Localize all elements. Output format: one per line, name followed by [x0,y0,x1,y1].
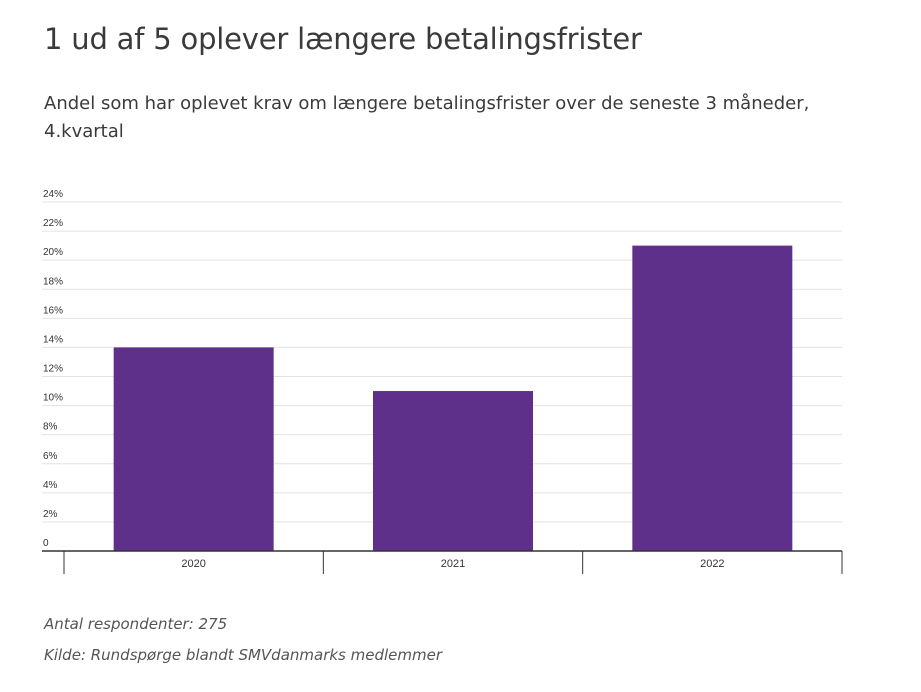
x-axis [42,550,843,574]
respondents-note: Antal respondenter: 275 [44,615,228,633]
x-tick-label: 2021 [441,558,465,570]
y-tick-label: 0 [43,538,49,549]
y-tick-label: 16% [43,305,63,316]
chart-title: 1 ud af 5 oplever længere betalingsfrist… [44,22,642,56]
x-axis-ticks: 2020 2021 2022 [181,558,724,570]
chart-subtitle: Andel som har oplevet krav om længere be… [44,93,810,142]
y-tick-label: 4% [43,480,58,491]
y-tick-label: 12% [43,364,63,375]
source-note: Kilde: Rundspørge blandt SMVdanmarks med… [44,646,443,664]
bars [113,245,793,551]
y-tick-label: 14% [43,334,63,345]
y-tick-label: 18% [43,276,63,287]
y-axis-ticks: 0 2% 4% 6% 8% 10% 12% 14% 16% 18% 20% 22% 24% [43,189,63,549]
x-tick-label: 2022 [700,558,724,570]
bar [373,391,533,551]
bar [113,347,274,551]
y-tick-label: 8% [43,422,58,433]
x-tick-label: 2020 [181,558,205,570]
y-tick-label: 10% [43,393,63,404]
y-tick-label: 20% [43,247,63,258]
y-tick-label: 22% [43,218,63,229]
y-tick-label: 24% [43,189,63,200]
y-tick-label: 2% [43,509,58,520]
bar [632,245,793,551]
y-tick-label: 6% [43,451,58,462]
